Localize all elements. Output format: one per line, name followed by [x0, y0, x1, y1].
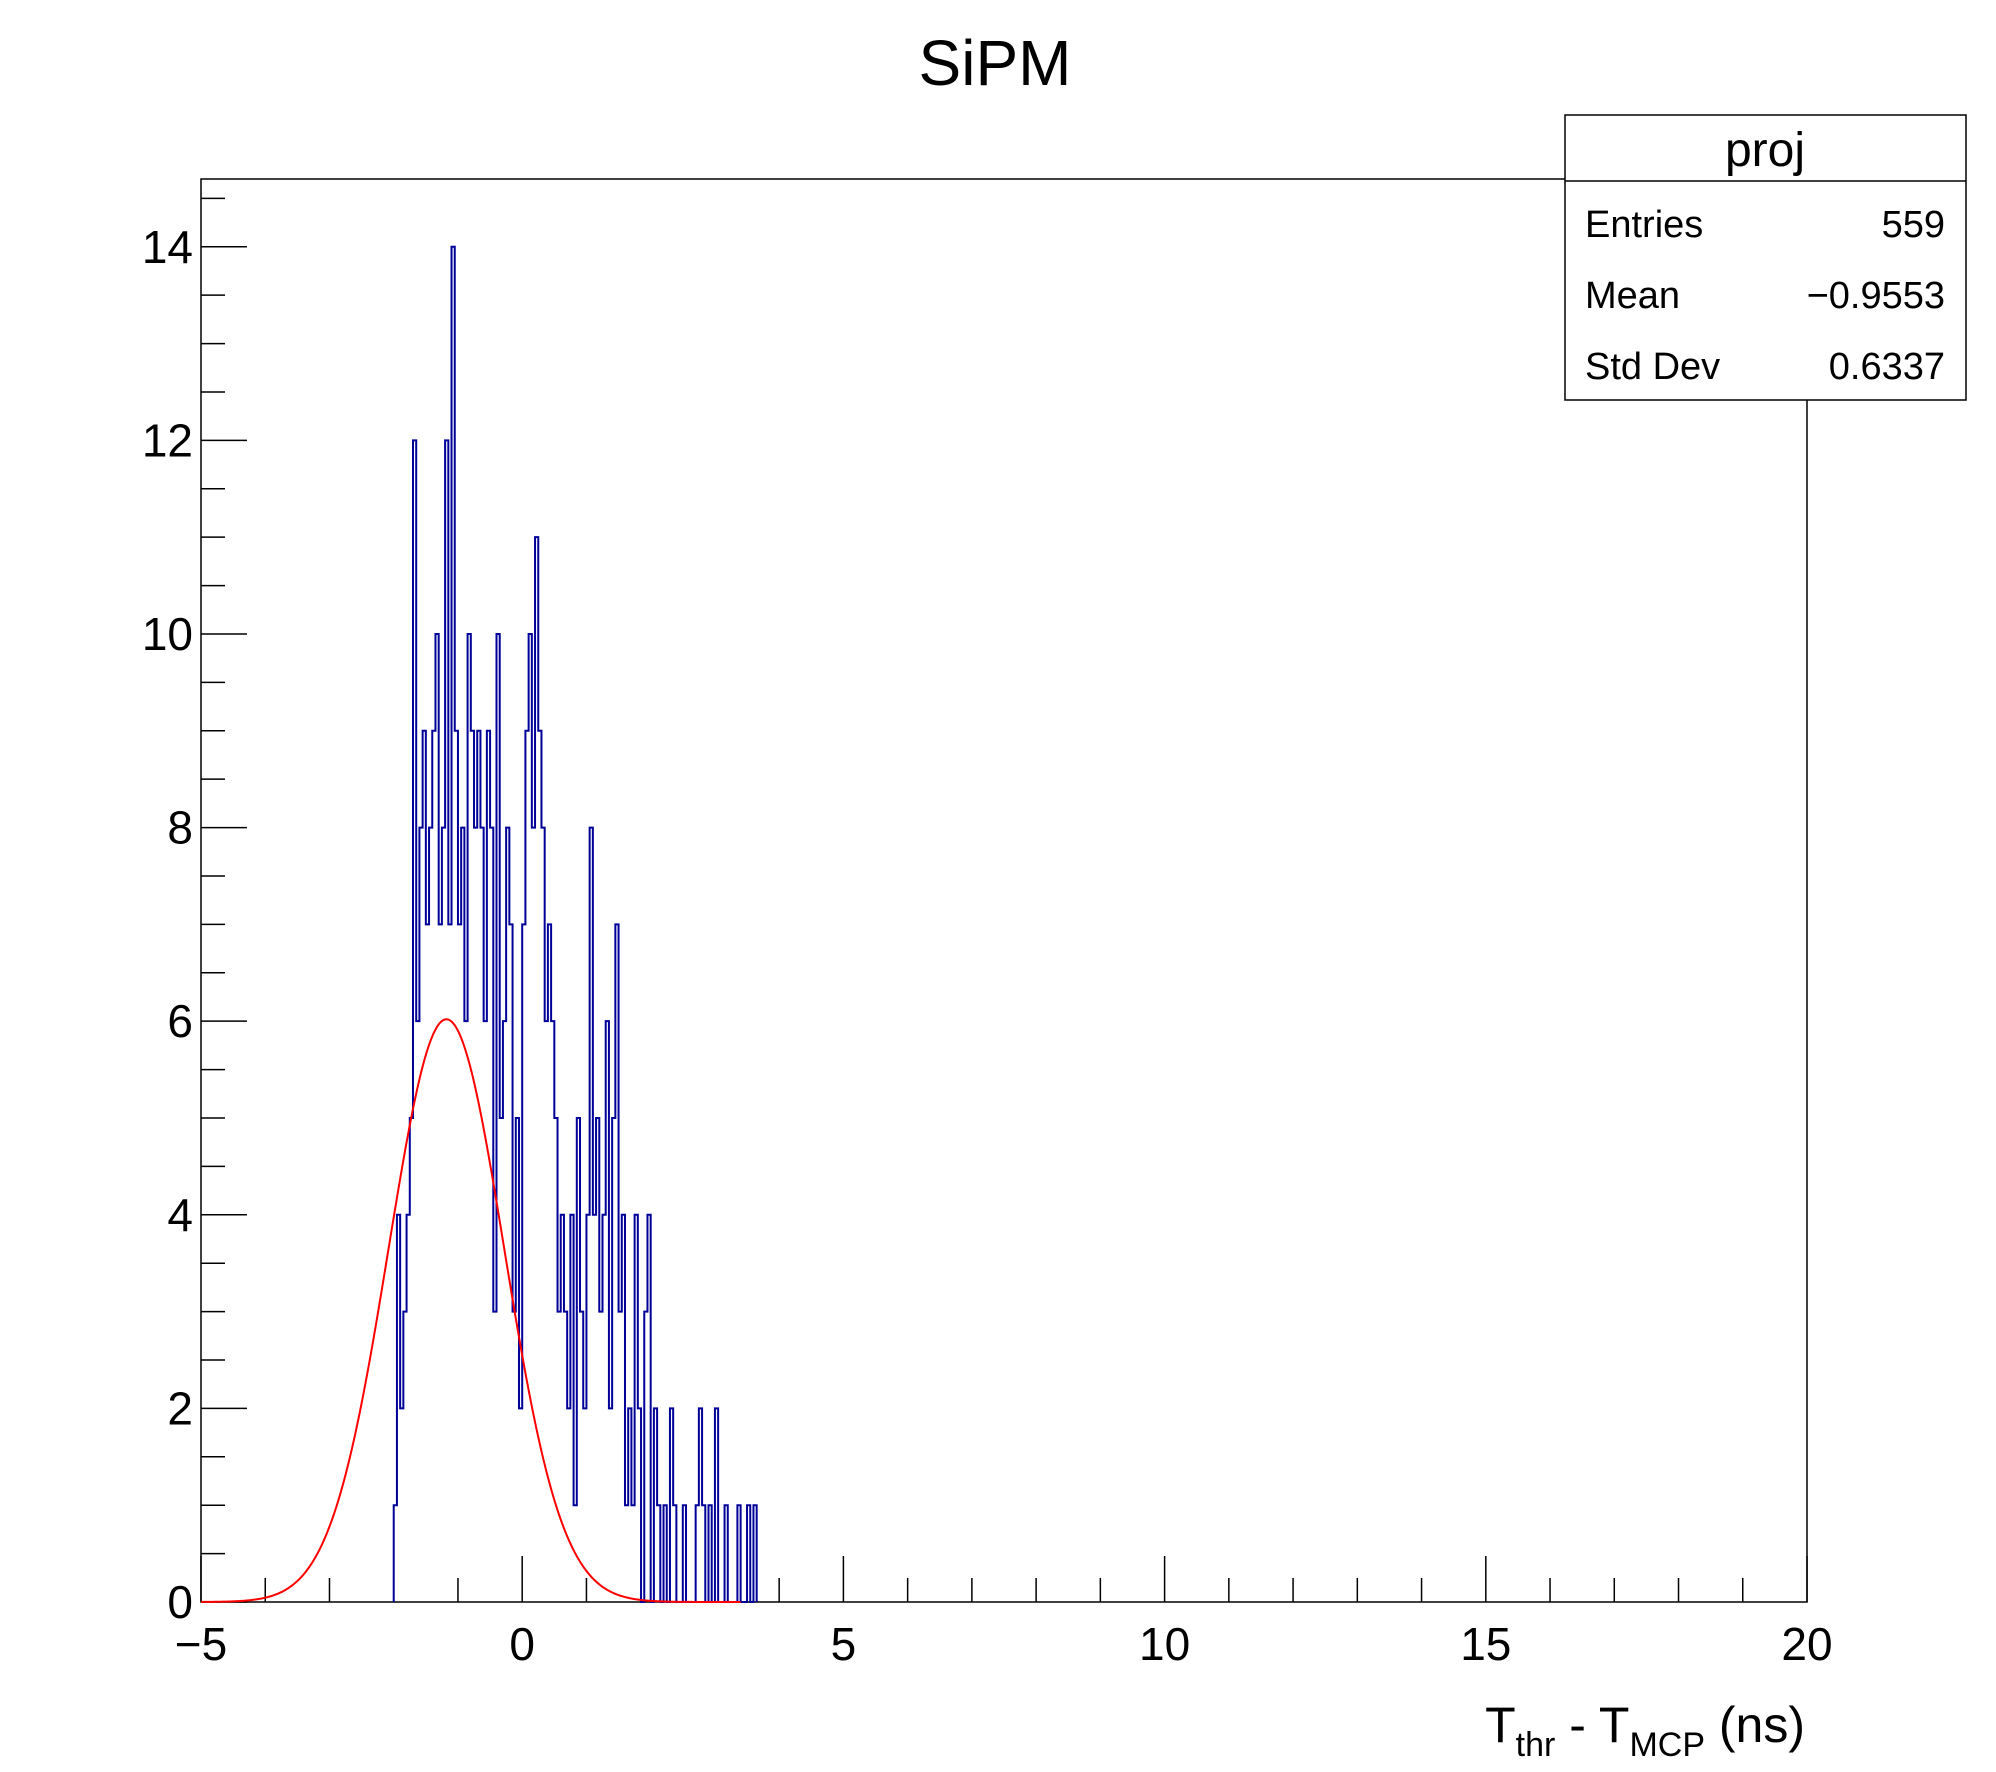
y-tick-label: 8 [167, 802, 193, 854]
stats-mean-label: Mean [1585, 275, 1680, 317]
y-tick-label: 14 [142, 221, 193, 273]
x-axis-tick-labels: −5 0 5 10 15 20 [175, 1618, 1833, 1670]
stats-box-title: proj [1725, 124, 1805, 177]
y-tick-label: 12 [142, 414, 193, 466]
stats-entries-value: 559 [1882, 204, 1945, 246]
x-tick-label: 5 [831, 1618, 857, 1670]
y-tick-label: 0 [167, 1576, 193, 1628]
y-tick-label: 2 [167, 1382, 193, 1434]
x-tick-label: 10 [1139, 1618, 1190, 1670]
stats-entries-label: Entries [1585, 204, 1703, 246]
y-tick-label: 10 [142, 608, 193, 660]
x-tick-label: 20 [1781, 1618, 1832, 1670]
y-axis-ticks [201, 197, 247, 1603]
x-axis-title: Tthr - TMCP (ns) [1485, 1697, 1805, 1764]
y-tick-label: 4 [167, 1189, 193, 1241]
y-axis-tick-labels: 0 2 4 6 8 10 12 14 [142, 221, 193, 1628]
plot-frame [200, 178, 1808, 1603]
x-axis-ticks [200, 1556, 1808, 1602]
stats-stddev-label: Std Dev [1585, 346, 1720, 388]
stats-mean-value: −0.9553 [1807, 275, 1945, 317]
x-tick-label: 0 [509, 1618, 535, 1670]
y-tick-label: 6 [167, 995, 193, 1047]
histogram-series-proj [392, 245, 758, 1603]
stats-stddev-value: 0.6337 [1829, 346, 1945, 388]
x-tick-label: −5 [175, 1618, 227, 1670]
chart-title: SiPM [919, 27, 1072, 99]
stats-box: proj Entries 559 Mean −0.9553 Std Dev 0.… [1564, 114, 1967, 401]
x-tick-label: 15 [1460, 1618, 1511, 1670]
gaussian-fit-curve [200, 1018, 741, 1603]
stats-box-frame [1564, 114, 1967, 401]
